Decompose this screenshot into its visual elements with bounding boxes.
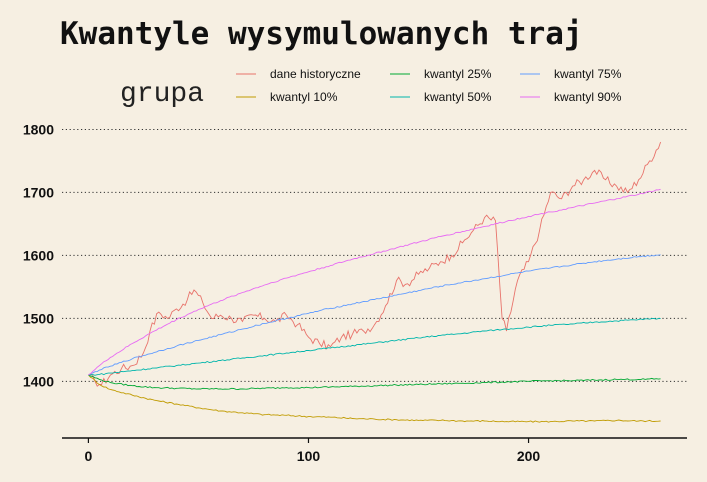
y-tick-label: 1600 <box>23 247 54 263</box>
legend-label: kwantyl 50% <box>424 90 492 104</box>
legend-label: kwantyl 25% <box>424 67 492 81</box>
legend-label: kwantyl 90% <box>554 90 622 104</box>
x-tick-label: 0 <box>85 448 93 464</box>
series-line-3 <box>88 374 661 390</box>
x-tick-label: 200 <box>517 448 541 464</box>
series-line-4 <box>88 317 661 376</box>
y-tick-label: 1500 <box>23 310 54 326</box>
y-tick-label: 1800 <box>23 121 54 137</box>
series-line-6 <box>88 188 661 376</box>
series-line-2 <box>88 374 661 423</box>
axis-ticks: 1400 1500 1600 1700 1800 0 100 200 <box>23 121 541 464</box>
series-line-1 <box>88 141 662 387</box>
legend-label: kwantyl 10% <box>270 90 338 104</box>
legend-title: grupa <box>120 79 204 110</box>
grid <box>62 128 687 382</box>
plot-area <box>88 141 662 423</box>
x-tick-label: 100 <box>297 448 321 464</box>
legend-label: dane historyczne <box>270 67 361 81</box>
series-line-5 <box>88 254 661 376</box>
chart-title: Kwantyle wysymulowanych traj <box>60 16 583 52</box>
y-tick-label: 1400 <box>23 373 54 389</box>
legend-label: kwantyl 75% <box>554 67 622 81</box>
legend: dane historyczne kwantyl 10% kwantyl 25% kw… <box>236 67 622 104</box>
y-tick-label: 1700 <box>23 184 54 200</box>
